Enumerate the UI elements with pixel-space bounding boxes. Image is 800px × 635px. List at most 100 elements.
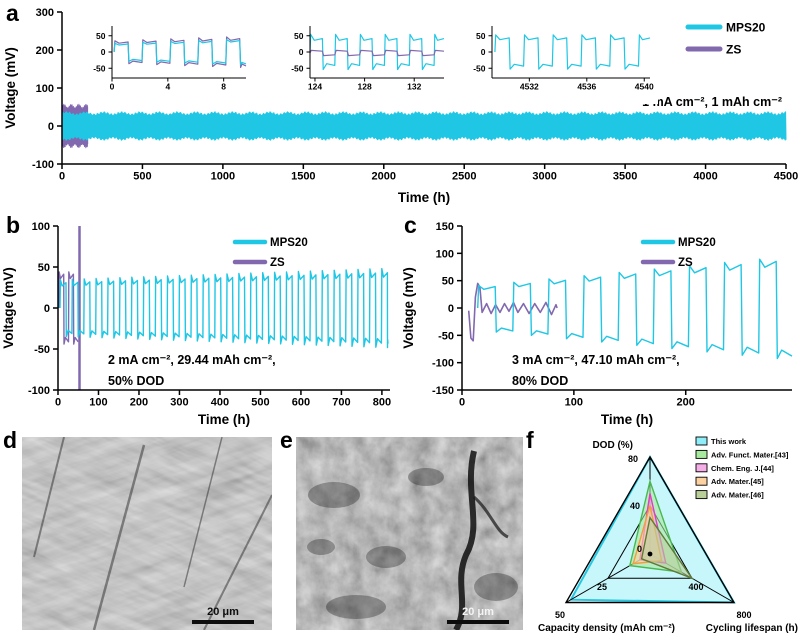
svg-text:150: 150	[436, 221, 454, 233]
i3-trace-mps20	[494, 34, 651, 70]
svg-text:0: 0	[101, 47, 106, 57]
panel-f-label: f	[526, 427, 534, 453]
scalebar-d-bar	[192, 620, 254, 624]
sem-image-d: 20 μm	[22, 437, 272, 630]
pc-annotation-0: 3 mA cm⁻², 47.10 mAh cm⁻²,	[512, 353, 680, 367]
pa-x-axis-title: Time (h)	[398, 190, 450, 205]
pa-legend: MPS20 ZS	[685, 20, 766, 56]
svg-text:-50: -50	[93, 63, 106, 73]
sem-d-cracks	[33, 437, 272, 630]
panel-f-radar-chart: 0 40 80 400 800 25 50 DOD (%) Cycling lifespan (…	[538, 436, 798, 634]
radar-frame	[564, 455, 736, 604]
radar-tick-dod--0: 0	[637, 544, 642, 554]
pb-axes	[53, 225, 390, 395]
svg-text:700: 700	[332, 396, 350, 408]
i2-axes	[306, 26, 444, 82]
radar-legend-label-adv-funct-mater-43-: Adv. Funct. Mater.[43]	[711, 450, 789, 459]
svg-text:-100: -100	[32, 159, 54, 171]
sem-e-pores	[307, 468, 518, 619]
svg-text:200: 200	[130, 396, 148, 408]
radar-tick-capacity-density-mah-cm--50: 50	[555, 610, 565, 620]
pc-legend-label-mps20: MPS20	[678, 237, 716, 249]
i3-tick-labels: 4532 4536 4540 -50 0 50	[473, 31, 654, 92]
svg-text:-50: -50	[438, 330, 454, 342]
pc-trace-zs	[467, 282, 558, 342]
svg-text:300: 300	[170, 396, 188, 408]
svg-text:50: 50	[38, 262, 50, 274]
pb-legend: MPS20 ZS	[232, 237, 308, 269]
pc-annotation-1: 80% DOD	[512, 374, 568, 388]
sem-d-facets	[22, 437, 272, 630]
svg-text:132: 132	[407, 82, 421, 92]
panel-c-chart: 0 100 200 -150 -100 -50 0 50 100 150 Time (h) Volta…	[401, 221, 793, 427]
svg-text:4532: 4532	[520, 82, 539, 92]
panel-c-label: c	[404, 212, 417, 238]
svg-text:300: 300	[36, 7, 54, 19]
pc-y-axis-title: Voltage (mV)	[401, 267, 416, 349]
pc-axes	[457, 225, 792, 395]
pb-annotation-1: 50% DOD	[108, 374, 164, 388]
svg-text:-150: -150	[432, 385, 454, 397]
panel-a-label: a	[6, 0, 19, 26]
svg-text:-50: -50	[34, 344, 50, 356]
pa-axes	[57, 11, 787, 169]
sem-e-crack-branch	[472, 495, 509, 539]
pc-x-axis-title: Time (h)	[601, 412, 653, 427]
svg-text:4: 4	[165, 82, 170, 92]
scalebar-e-label: 20 μm	[462, 606, 494, 618]
svg-text:0: 0	[59, 170, 65, 182]
svg-text:50: 50	[294, 31, 304, 41]
svg-text:4540: 4540	[635, 82, 654, 92]
svg-text:800: 800	[373, 396, 391, 408]
pa-series-group	[62, 103, 787, 149]
i2-series-group	[310, 33, 445, 71]
svg-text:-100: -100	[28, 385, 50, 397]
svg-text:100: 100	[436, 248, 454, 260]
sem-e-crack	[453, 450, 477, 630]
radar-tick-capacity-density-mah-cm--25: 25	[597, 582, 607, 592]
pb-legend-label-mps20: MPS20	[270, 237, 308, 249]
pa-trace-mps20	[62, 111, 787, 141]
svg-text:50: 50	[442, 276, 454, 288]
svg-text:2500: 2500	[452, 170, 476, 182]
radar-legend-label-this-work: This work	[711, 437, 747, 446]
i1-trace-zs	[113, 36, 247, 69]
pb-trace-mps20	[59, 267, 389, 349]
radar-legend: This work Adv. Funct. Mater.[43] Chem. Eng…	[695, 436, 789, 500]
svg-text:8: 8	[221, 82, 226, 92]
svg-text:1000: 1000	[211, 170, 235, 182]
pc-legend-label-zs: ZS	[678, 257, 693, 269]
radar-plot: 0 40 80 400 800 25 50 DOD (%) Cycling lifespan (…	[538, 440, 798, 634]
radar-legend-swatch-adv-mater-46-	[695, 490, 708, 500]
radar-legend-label-chem-eng-j-44-: Chem. Eng. J.[44]	[711, 464, 774, 473]
radar-legend-swatch-adv-funct-mater-43-	[695, 449, 708, 459]
pa-legend-label-mps20: MPS20	[726, 20, 766, 34]
radar-axis-title-dod-: DOD (%)	[592, 440, 633, 451]
pb-legend-label-zs: ZS	[270, 257, 285, 269]
radar-tick-cycling-lifespan-h--400: 400	[688, 582, 703, 592]
svg-text:0: 0	[110, 82, 115, 92]
scalebar-e-bar	[447, 620, 509, 624]
svg-text:4536: 4536	[577, 82, 596, 92]
pc-series-group	[467, 258, 793, 360]
pa-tick-labels: 0 500 1000 1500 2000 2500 3000 3500 4000 4500-100…	[32, 7, 798, 182]
svg-text:500: 500	[251, 396, 269, 408]
svg-text:50: 50	[476, 31, 486, 41]
svg-text:4500: 4500	[774, 170, 798, 182]
svg-text:100: 100	[565, 396, 583, 408]
svg-text:0: 0	[44, 303, 50, 315]
pb-annotation-0: 2 mA cm⁻², 29.44 mAh cm⁻²,	[108, 353, 276, 367]
svg-text:500: 500	[133, 170, 151, 182]
svg-text:-50: -50	[473, 63, 486, 73]
pb-y-axis-title: Voltage (mV)	[1, 267, 16, 349]
radar-legend-label-adv-mater-46-: Adv. Mater.[46]	[711, 491, 764, 500]
i3-inset-bg	[464, 16, 658, 104]
svg-text:100: 100	[89, 396, 107, 408]
panel-d-label: d	[3, 427, 18, 453]
svg-text:4000: 4000	[693, 170, 717, 182]
svg-text:100: 100	[32, 221, 50, 233]
svg-text:3000: 3000	[532, 170, 556, 182]
svg-text:124: 124	[308, 82, 322, 92]
svg-text:0: 0	[459, 396, 465, 408]
